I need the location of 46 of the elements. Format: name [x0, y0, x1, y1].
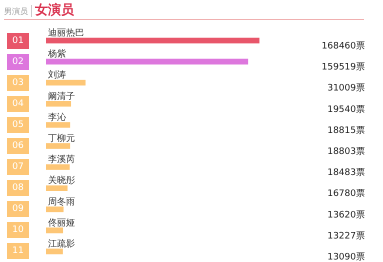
- y-tick-label: 周冬雨: [48, 196, 75, 208]
- data-label: 18803票: [327, 147, 365, 157]
- data-label: 13090票: [327, 252, 365, 262]
- y-tick-label: 李溪芮: [48, 154, 75, 166]
- data-label: 168460票: [322, 42, 365, 52]
- chart-subtitle: 男演员: [4, 6, 28, 18]
- bar: [46, 58, 248, 64]
- data-label: 31009票: [327, 84, 365, 94]
- rank-badge: 02: [7, 54, 29, 70]
- bar: [46, 185, 68, 192]
- bar: [46, 100, 72, 107]
- y-tick-label: 刘涛: [48, 70, 66, 81]
- y-tick-label: 杨紫: [47, 48, 66, 60]
- y-tick-label: 佟丽娅: [48, 217, 75, 228]
- y-tick-label: 李沁: [48, 112, 66, 123]
- data-label: 13227票: [327, 231, 365, 242]
- data-label: 18483票: [327, 168, 365, 178]
- rank-badge: 06: [7, 138, 29, 154]
- data-label: 19540票: [327, 104, 365, 115]
- bar: [46, 80, 86, 86]
- rank-badge: 09: [7, 201, 29, 218]
- data-label: 13620票: [327, 210, 365, 220]
- bar: [46, 206, 64, 212]
- bar: [46, 122, 70, 128]
- y-tick-label: 江疏影: [48, 238, 75, 250]
- y-tick-label: 迪丽热巴: [48, 28, 84, 39]
- y-tick-label: 关晓彤: [48, 175, 75, 186]
- bar: [46, 38, 260, 44]
- rank-badge: 08: [7, 180, 29, 196]
- data-label: 16780票: [327, 189, 365, 200]
- rank-badge: 05: [7, 116, 29, 133]
- data-label: 18815票: [327, 126, 365, 136]
- rank-badge: 01: [7, 32, 29, 49]
- bar: [46, 164, 70, 170]
- data-label: 159519票: [322, 62, 365, 73]
- rank-badge: 07: [7, 159, 29, 176]
- rank-badge: 04: [7, 96, 29, 112]
- bar: [46, 228, 64, 234]
- y-tick-label: 丁柳元: [48, 133, 75, 144]
- rank-badge: 03: [7, 74, 29, 91]
- rank-badge: 11: [7, 243, 29, 260]
- chart-title: 女演员: [35, 2, 74, 19]
- bar: [46, 248, 63, 254]
- rank-badge: 10: [7, 222, 29, 238]
- bar: [46, 143, 70, 149]
- y-tick-label: 阚清子: [48, 90, 75, 102]
